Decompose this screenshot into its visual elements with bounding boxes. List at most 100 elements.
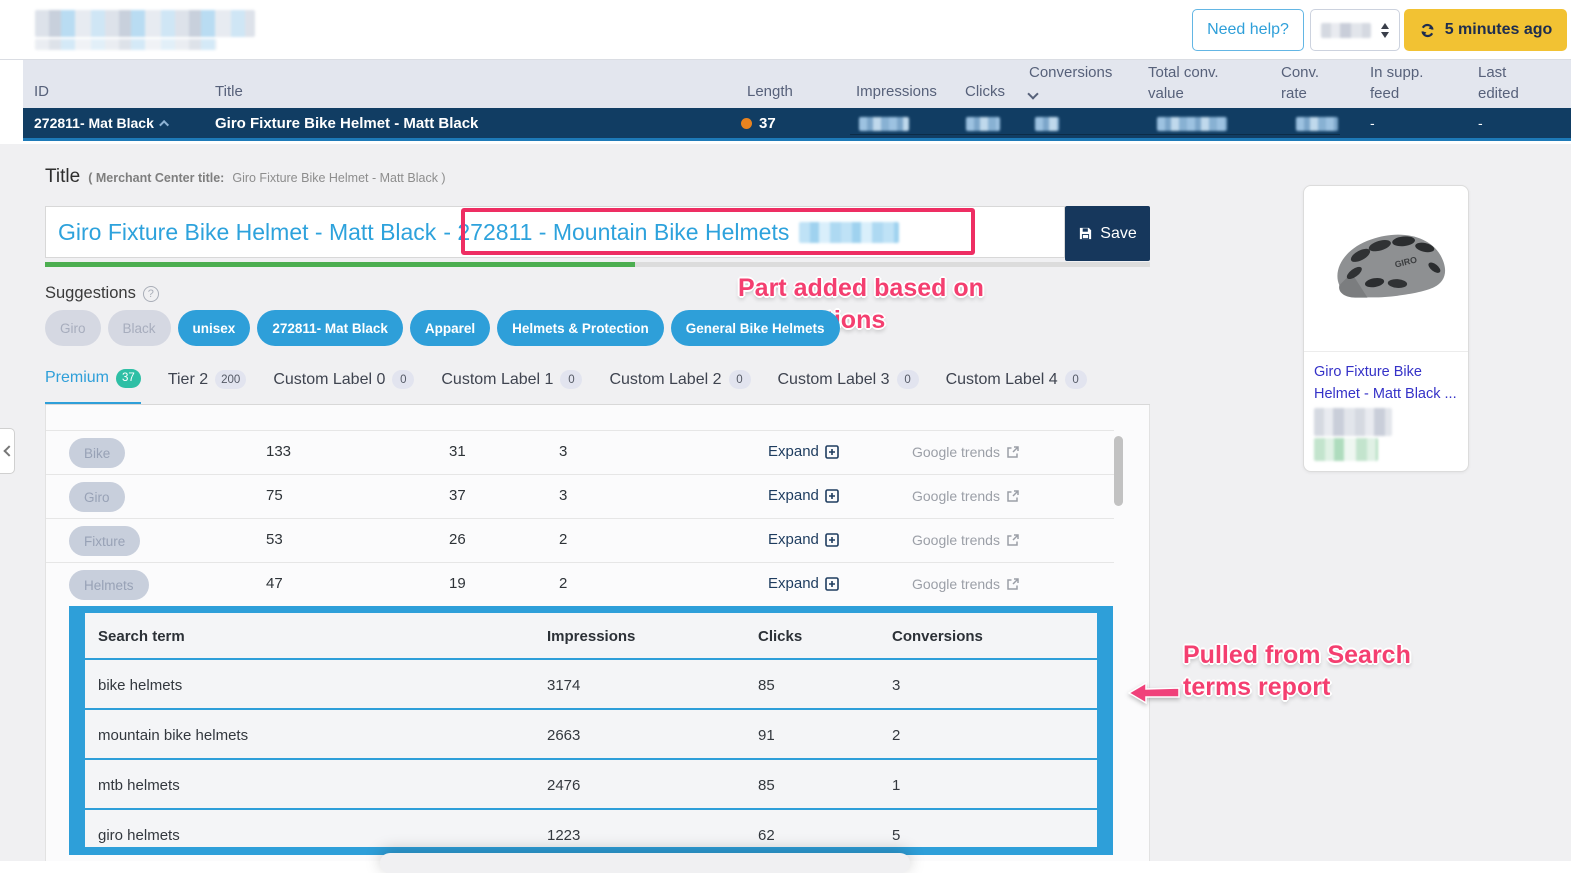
help-circle-icon[interactable]: ? [142,285,159,302]
product-link[interactable]: Giro Fixture Bike Helmet - Matt Black ..… [1314,364,1457,402]
annotation-arrow-icon [1128,681,1180,705]
suggestion-chips: Giro Black unisex 272811- Mat Black Appa… [45,310,840,346]
google-trends-link[interactable]: Google trends [912,444,1020,460]
external-link-icon [1007,446,1019,458]
tab-custom-label-3-count: 0 [896,370,919,389]
keyword-panel: Bike 133 31 3 Expand Google trends Giro … [45,405,1150,861]
tab-tier-2[interactable]: Tier 2 200 [168,366,247,405]
plus-square-icon [825,532,839,547]
need-help-label: Need help? [1207,21,1289,38]
col-conversions[interactable]: Conversions [1027,62,1112,104]
row-id-cell[interactable]: 272811- Mat Black [34,108,169,138]
dropdown-arrows-icon [1381,22,1389,38]
google-trends-link[interactable]: Google trends [912,488,1020,504]
keyword-chip[interactable]: Bike [69,438,126,468]
tab-custom-label-2[interactable]: Custom Label 2 0 [609,366,751,405]
tab-premium[interactable]: Premium 37 [45,366,141,405]
row-clicks-blurred [966,117,1000,131]
tab-custom-label-1[interactable]: Custom Label 1 0 [441,366,583,405]
selected-product-row[interactable]: 272811- Mat Black Giro Fixture Bike Helm… [23,108,1571,141]
vertical-scrollbar[interactable] [1114,436,1123,506]
title-length-progress [45,262,635,267]
col-total-conv-value[interactable]: Total conv. value [1148,64,1219,102]
refresh-button[interactable]: 5 minutes ago [1404,9,1567,51]
keyword-row: Fixture 53 26 2 Expand Google trends [46,518,1114,562]
keyword-row: Bike 133 31 3 Expand Google trends [46,430,1114,474]
col-id[interactable]: ID [34,83,49,100]
row-total-conv-blurred [1157,117,1227,131]
chip-apparel[interactable]: Apparel [409,310,491,346]
chip-helmets-protection[interactable]: Helmets & Protection [497,310,664,346]
external-link-icon [1007,534,1019,546]
col-length[interactable]: Length [747,83,793,100]
external-link-icon [1007,490,1019,502]
length-status-dot [741,117,752,129]
title-input-base: Giro Fixture Bike Helmet - Matt Black [58,218,437,245]
chip-id-color[interactable]: 272811- Mat Black [257,310,403,346]
title-input[interactable]: Giro Fixture Bike Helmet - Matt Black - … [45,206,1065,258]
chip-black[interactable]: Black [107,310,171,346]
tab-custom-label-4[interactable]: Custom Label 4 0 [946,366,1087,405]
col-clicks[interactable]: Clicks [965,83,1005,100]
col-conv-rate[interactable]: Conv. rate [1281,64,1320,102]
keyword-chip[interactable]: Helmets [69,570,149,600]
tab-custom-label-0-count: 0 [392,370,415,389]
suggestions-header: Suggestions ? [45,284,159,303]
chip-giro[interactable]: Giro [45,310,101,346]
row-in-supp-cell: - [1370,115,1375,131]
sidebar-collapse-handle[interactable] [0,428,15,474]
col-title[interactable]: Title [215,83,243,100]
keyword-chip[interactable]: Giro [69,482,125,512]
expand-link[interactable]: Expand [768,487,839,504]
tab-custom-label-0[interactable]: Custom Label 0 0 [273,366,415,405]
search-term-row: mtb helmets 2476 85 1 [85,762,1097,810]
product-preview-card: GIRO Giro Fixture Bike Helmet - Matt Bla… [1303,185,1469,472]
account-dropdown-value [1321,22,1371,38]
chip-general-bike-helmets[interactable]: General Bike Helmets [670,310,840,346]
suggestions-label: Suggestions [45,284,136,302]
row-title-cell: Giro Fixture Bike Helmet - Matt Black [215,114,479,132]
account-dropdown[interactable] [1310,9,1400,51]
col-last-edited[interactable]: Last edited [1478,64,1519,102]
keyword-tabs: Premium 37 Tier 2 200 Custom Label 0 0 C… [45,366,1087,405]
tab-custom-label-4-count: 0 [1064,370,1087,389]
save-icon [1080,227,1092,240]
tab-custom-label-1-count: 0 [560,370,583,389]
tabs-divider [45,404,1150,405]
tab-custom-label-2-count: 0 [728,370,751,389]
grid-header: ID Title Length Impressions Clicks Conve… [23,60,1571,108]
search-terms-inner: Search term Impressions Clicks Conversio… [85,613,1097,847]
row-last-edited-cell: - [1478,115,1483,131]
tab-custom-label-3[interactable]: Custom Label 3 0 [778,366,919,405]
row-underline [850,134,1340,135]
title-label: Title [45,166,81,187]
save-button[interactable]: Save [1065,206,1150,261]
google-trends-link[interactable]: Google trends [912,576,1020,592]
expand-link[interactable]: Expand [768,443,839,460]
annotation-pulled-from-search: Pulled from Search terms report [1183,641,1411,701]
chip-unisex[interactable]: unisex [177,310,251,346]
merchant-center-title: Giro Fixture Bike Helmet - Matt Black ) [232,171,446,185]
sort-chevron-down-icon [1027,88,1039,100]
title-section-header: Title ( Merchant Center title: Giro Fixt… [45,166,446,188]
product-image: GIRO [1304,186,1468,352]
search-term-row: mountain bike helmets 2663 91 2 [85,712,1097,760]
expand-link[interactable]: Expand [768,575,839,592]
bottom-popup-shadow [380,853,910,873]
save-label: Save [1100,224,1137,242]
title-input-blurred-word [799,221,900,243]
google-trends-link[interactable]: Google trends [912,532,1020,548]
col-in-supp-feed[interactable]: In supp. feed [1370,64,1424,102]
merchant-center-prefix: ( Merchant Center title: [88,171,225,185]
row-conversions-blurred [1035,117,1059,131]
title-length-track [45,262,1150,267]
refresh-label: 5 minutes ago [1444,21,1553,38]
row-impressions-blurred [859,117,909,131]
keyword-chip[interactable]: Fixture [69,526,141,556]
tab-premium-count: 37 [116,368,141,388]
expand-link[interactable]: Expand [768,531,839,548]
need-help-button[interactable]: Need help? [1192,9,1304,51]
product-price-blurred [1314,408,1392,436]
col-impressions[interactable]: Impressions [856,83,937,100]
external-link-icon [1007,578,1019,590]
